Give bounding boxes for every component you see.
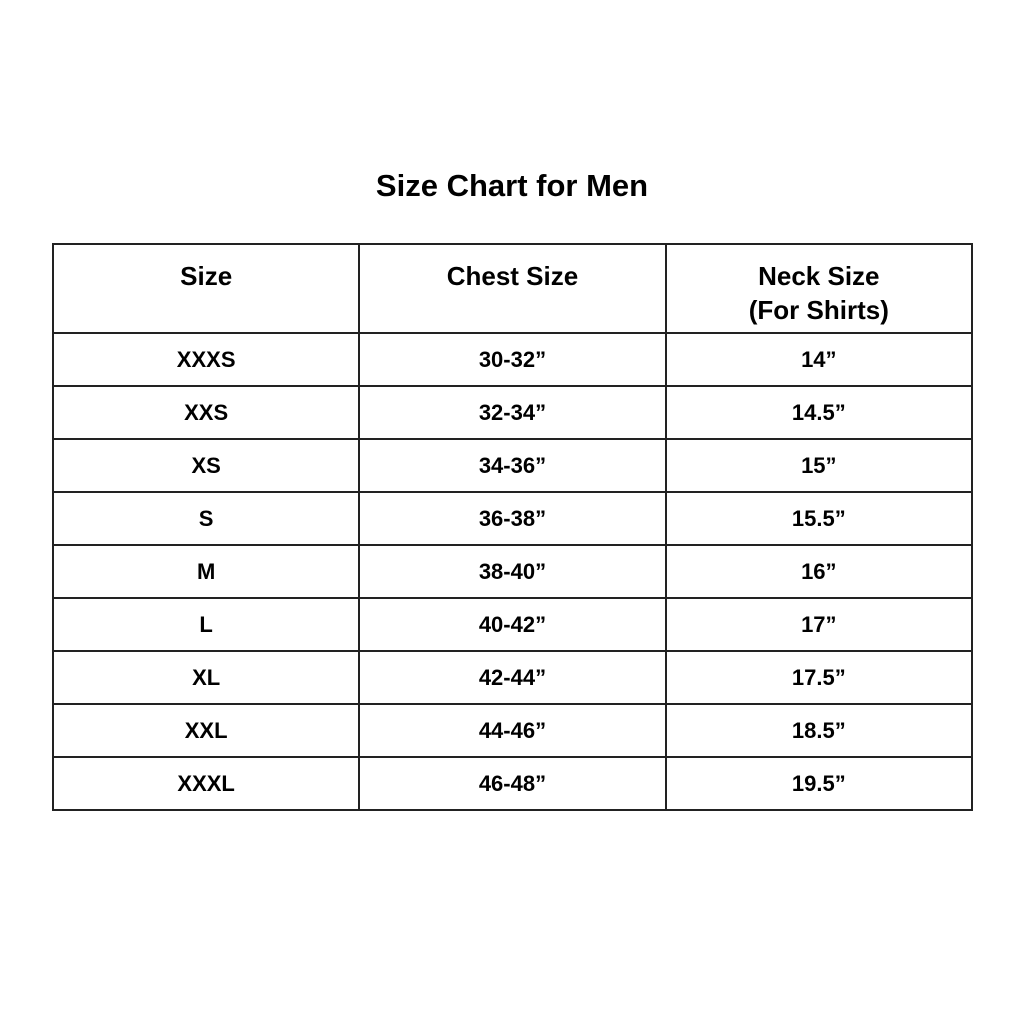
chest-size-cell: 36-38” <box>358 491 667 546</box>
header-neck-size: Neck Size (For Shirts) <box>664 243 974 334</box>
neck-size-cell: 14.5” <box>664 385 974 440</box>
table-row: XXXS 30-32” 14” <box>51 332 974 387</box>
chest-size-cell: 44-46” <box>358 703 667 758</box>
header-chest-size: Chest Size <box>358 243 667 334</box>
table-row: XXL 44-46” 18.5” <box>51 703 974 758</box>
size-cell: S <box>51 491 361 546</box>
table-header-row: Size Chest Size Neck Size (For Shirts) <box>51 243 974 334</box>
size-cell: XS <box>51 438 361 493</box>
neck-size-cell: 15.5” <box>664 491 974 546</box>
neck-size-cell: 17.5” <box>664 650 974 705</box>
neck-size-cell: 16” <box>664 544 974 599</box>
chest-size-cell: 34-36” <box>358 438 667 493</box>
neck-size-cell: 17” <box>664 597 974 652</box>
table-row: XS 34-36” 15” <box>51 438 974 493</box>
page-title: Size Chart for Men <box>375 168 649 203</box>
table-row: S 36-38” 15.5” <box>51 491 974 546</box>
table-row: L 40-42” 17” <box>51 597 974 652</box>
size-chart-table: Size Chest Size Neck Size (For Shirts) XX… <box>51 243 974 811</box>
header-size: Size <box>51 243 361 334</box>
size-cell: XXL <box>51 703 361 758</box>
table-row: XXXL 46-48” 19.5” <box>51 756 974 811</box>
chest-size-cell: 42-44” <box>358 650 667 705</box>
chest-size-cell: 46-48” <box>358 756 667 811</box>
neck-size-cell: 15” <box>664 438 974 493</box>
chest-size-cell: 32-34” <box>358 385 667 440</box>
header-sublabel: (For Shirts) <box>748 295 889 325</box>
size-cell: L <box>51 597 361 652</box>
table-row: M 38-40” 16” <box>51 544 974 599</box>
header-label: Size <box>180 261 233 291</box>
neck-size-cell: 19.5” <box>664 756 974 811</box>
chest-size-cell: 40-42” <box>358 597 667 652</box>
chest-size-cell: 38-40” <box>358 544 667 599</box>
header-label: Chest Size <box>446 261 579 291</box>
size-cell: XL <box>51 650 361 705</box>
table-row: XL 42-44” 17.5” <box>51 650 974 705</box>
chest-size-cell: 30-32” <box>358 332 667 387</box>
size-cell: XXS <box>51 385 361 440</box>
neck-size-cell: 14” <box>664 332 974 387</box>
neck-size-cell: 18.5” <box>664 703 974 758</box>
size-cell: XXXS <box>51 332 361 387</box>
table-row: XXS 32-34” 14.5” <box>51 385 974 440</box>
header-label: Neck Size <box>758 261 880 291</box>
size-cell: M <box>51 544 361 599</box>
size-cell: XXXL <box>51 756 361 811</box>
